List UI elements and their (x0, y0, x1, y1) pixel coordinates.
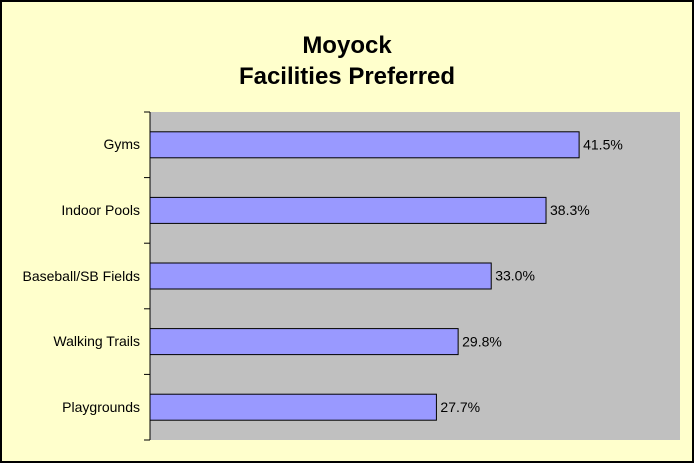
data-label: 29.8% (462, 333, 502, 349)
data-label: 38.3% (550, 202, 590, 218)
category-label: Indoor Pools (61, 201, 140, 218)
data-label: 33.0% (495, 268, 535, 284)
bar (149, 196, 547, 224)
bar (149, 328, 459, 356)
chart-title: Facilities Preferred (239, 63, 455, 90)
category-label: Playgrounds (62, 398, 140, 415)
bar (149, 262, 492, 290)
chart-title: Moyock (302, 32, 392, 59)
category-label: Baseball/SB Fields (22, 267, 140, 284)
category-label: Gyms (103, 136, 140, 153)
bar (149, 393, 437, 421)
data-label: 27.7% (440, 399, 480, 415)
data-label: 41.5% (583, 137, 623, 153)
bar (149, 131, 580, 159)
category-label: Walking Trails (53, 333, 140, 350)
